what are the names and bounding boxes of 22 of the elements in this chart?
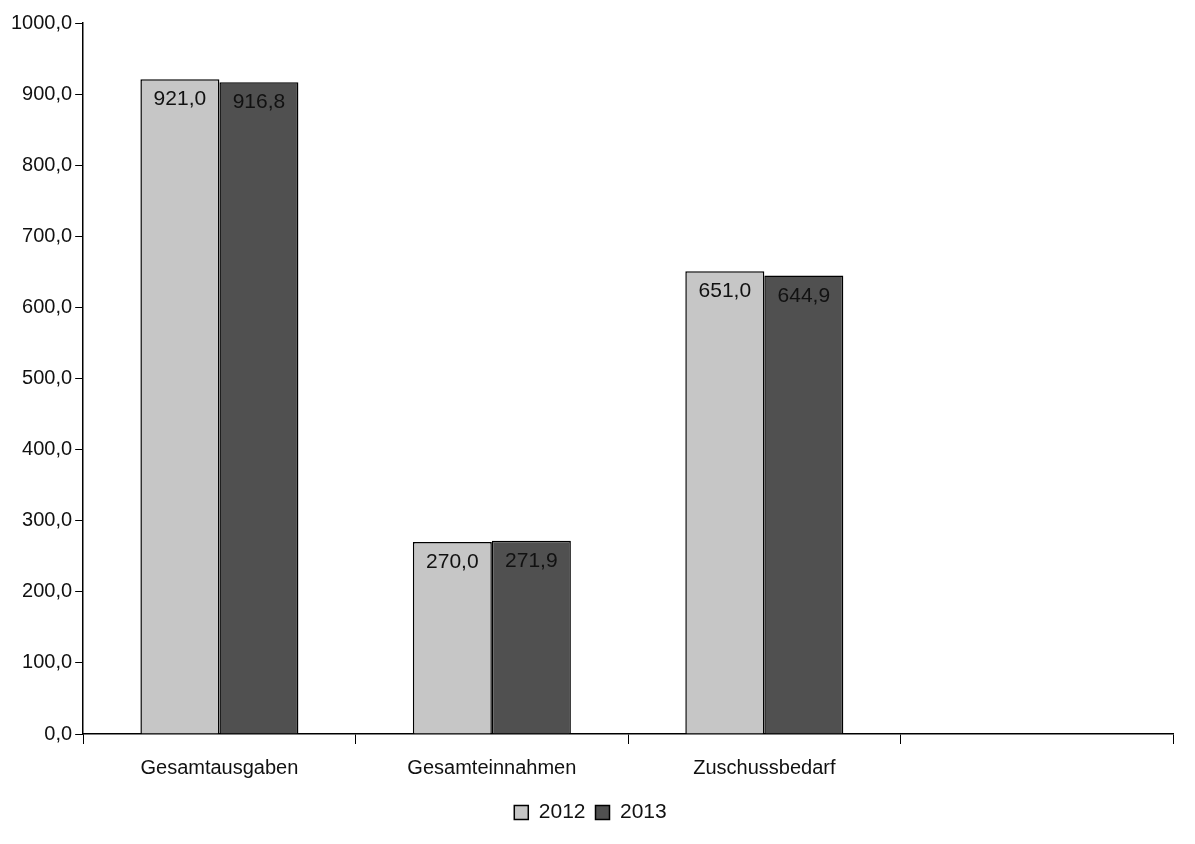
y-tick-label: 600,0 xyxy=(22,294,73,317)
data-label: 270,0 xyxy=(426,549,479,573)
x-tick-label: Zuschussbedarf xyxy=(693,755,836,778)
y-tick-label: 200,0 xyxy=(22,579,73,602)
data-label: 651,0 xyxy=(698,278,752,302)
y-tick-label: 0,0 xyxy=(44,721,73,744)
data-label: 271,9 xyxy=(505,547,558,571)
x-tick-label: Gesamteinnahmen xyxy=(407,755,577,778)
data-label: 644,9 xyxy=(777,282,831,306)
y-tick-label: 900,0 xyxy=(22,81,73,104)
data-label: 921,0 xyxy=(153,86,207,110)
legend-label: 2012 xyxy=(538,799,586,823)
y-tick-label: 500,0 xyxy=(22,366,73,389)
legend-label: 2013 xyxy=(620,799,667,823)
y-tick-label: 1000,0 xyxy=(11,10,73,33)
x-tick-label: Gesamtausgaben xyxy=(140,755,299,778)
y-tick-label: 800,0 xyxy=(22,152,73,175)
y-tick-label: 700,0 xyxy=(22,223,73,246)
y-tick-label: 100,0 xyxy=(22,650,73,673)
y-tick-label: 300,0 xyxy=(22,508,73,531)
data-label: 916,8 xyxy=(232,89,286,113)
y-tick-label: 400,0 xyxy=(22,437,73,460)
